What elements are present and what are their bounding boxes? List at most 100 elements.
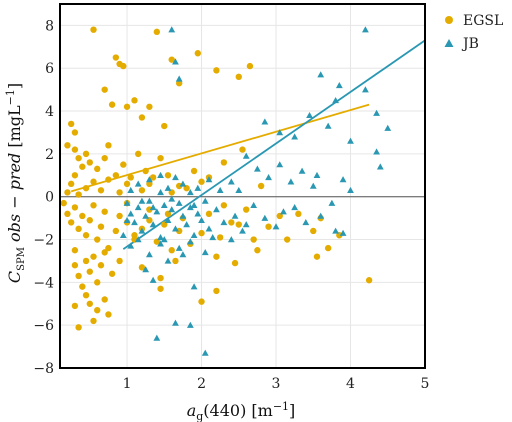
data-point [146,103,153,110]
data-point [71,204,79,211]
data-point [90,202,97,209]
data-point [67,180,75,188]
data-point [142,266,150,273]
data-point [164,257,172,264]
data-point [324,244,332,252]
data-point [172,257,179,265]
data-point [71,302,79,310]
data-point [138,264,146,271]
data-point [310,227,317,235]
data-point [101,154,108,162]
data-point [157,189,164,196]
data-point [64,142,71,149]
y-tick-label: −4 [33,275,54,291]
data-point [201,197,209,204]
data-point [276,129,284,136]
fit-line-jb [122,39,426,250]
data-point [112,172,120,179]
data-point [168,26,176,33]
data-point [295,210,302,218]
data-point [362,86,369,93]
data-point [362,26,369,33]
data-point [198,298,205,305]
data-point [64,210,71,218]
data-point [265,223,272,230]
y-tick-labels: −8 −6 −4 −2 0 2 4 6 8 [33,18,54,377]
data-point [265,174,272,181]
data-point [253,165,261,172]
data-point [164,172,172,179]
data-point [309,182,317,189]
data-point [82,292,90,299]
data-point [186,204,194,211]
data-point [153,208,161,215]
data-point [157,233,164,241]
data-point [302,219,310,226]
data-point [79,212,86,220]
data-point [90,26,97,33]
fit-line-egsl [70,103,370,193]
data-point [198,178,205,185]
data-point [257,182,265,190]
data-point [149,204,157,211]
data-point [119,231,127,238]
data-point [313,253,321,260]
data-point [250,236,257,243]
x-tick-label: 5 [421,376,430,392]
data-point [67,219,75,226]
data-point [205,210,213,218]
data-point [324,122,332,129]
x-tick-label: 2 [197,376,206,392]
data-point [112,54,120,61]
data-point [123,199,131,206]
data-point [175,75,183,82]
data-point [142,167,149,175]
data-point [213,253,220,260]
data-point [127,210,135,217]
data-point [172,319,179,326]
data-point [190,231,198,238]
data-point [105,311,112,318]
data-point [145,251,153,258]
data-point [179,251,187,258]
data-point [71,262,79,269]
data-point [101,296,108,303]
data-point [205,225,213,232]
data-point [82,232,90,239]
data-point [145,197,153,204]
x-tick-label: 4 [346,376,355,392]
legend: EGSL JB [444,13,503,52]
data-point [276,161,284,168]
data-point [213,287,220,295]
data-point [347,137,354,144]
data-point [90,253,97,260]
data-point [71,129,79,136]
data-point [82,257,90,265]
data-point [213,67,220,74]
data-point [94,279,101,286]
data-point [213,206,220,213]
series-jb [119,26,392,356]
data-point [157,240,164,247]
x-tick-label: 1 [123,376,132,392]
data-point [86,217,93,224]
data-point [82,150,90,158]
data-point [168,56,175,63]
data-point [313,171,321,179]
data-point [373,148,380,155]
data-point [127,174,134,181]
y-tick-label: 4 [45,104,54,120]
data-point [123,216,131,223]
data-point [123,103,131,110]
data-point [60,199,67,207]
data-point [209,233,217,241]
data-point [64,189,71,196]
data-point [105,244,112,252]
y-tick-label: −8 [33,361,54,377]
data-point [194,50,202,57]
data-point [168,195,176,202]
data-point [116,257,123,265]
data-point [373,109,380,116]
data-point [157,285,164,292]
data-point [160,201,168,208]
